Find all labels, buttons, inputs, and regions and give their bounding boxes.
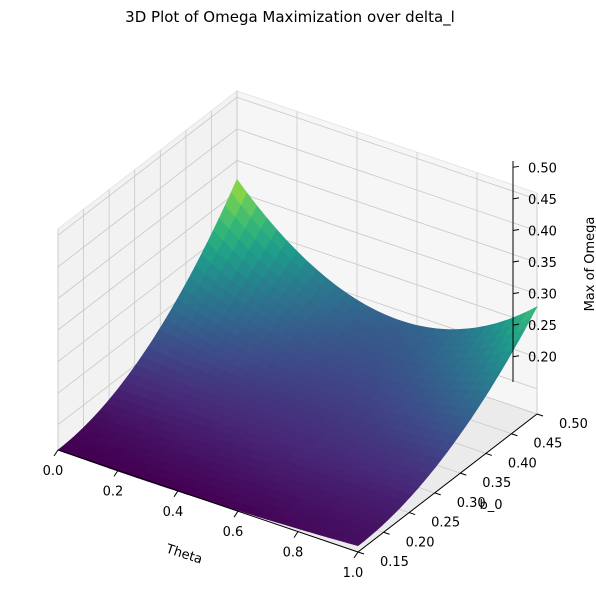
tick-labels: 0.0 0.2 0.4 0.6 0.8 1.0 0.15 0.20 0.25 0.30 0.35 0.… <box>43 161 588 581</box>
y-tick-label: 0.45 <box>533 437 562 452</box>
x-tick <box>233 510 239 518</box>
x-tick <box>173 490 179 498</box>
x-tick-label: 1.0 <box>343 566 364 581</box>
z-tick <box>512 355 520 358</box>
z-tick <box>512 228 520 231</box>
chart-title: 3D Plot of Omega Maximization over delta… <box>125 8 455 27</box>
y-tick <box>383 531 390 535</box>
x-tick-label: 0.4 <box>163 505 184 520</box>
z-tick-label: 0.45 <box>528 193 557 208</box>
x-tick <box>113 470 119 477</box>
x-tick-label: 0.6 <box>223 525 244 540</box>
surface-patch <box>347 537 365 547</box>
y-tick <box>408 512 416 516</box>
x-axis-label: Theta <box>163 541 204 567</box>
x-tick-label: 0.8 <box>283 546 304 561</box>
z-axis-label: Max of Omega <box>583 217 596 312</box>
x-tick <box>353 551 359 559</box>
y-tick-label: 0.15 <box>380 555 409 570</box>
x-tick-label: 0.0 <box>43 464 64 479</box>
z-tick <box>512 197 520 200</box>
y-tick <box>511 433 518 437</box>
y-axis-label: b_0 <box>479 498 502 513</box>
y-tick-label: 0.35 <box>482 476 511 491</box>
z-grid-line <box>57 96 538 236</box>
y-tick <box>536 413 544 417</box>
x-axis-line <box>57 449 359 553</box>
z-tick <box>512 292 520 295</box>
y-tick-label: 0.50 <box>559 417 588 432</box>
z-tick <box>512 260 520 263</box>
y-tick-label: 0.40 <box>508 456 537 471</box>
surface-plot <box>57 178 538 547</box>
y-tick <box>434 492 441 496</box>
y-axis-line <box>357 413 538 553</box>
x-tick <box>293 531 299 538</box>
y-tick-label: 0.25 <box>431 516 460 531</box>
z-tick <box>512 165 520 168</box>
x-tick <box>53 449 59 457</box>
z-grid-line <box>57 160 538 299</box>
z-grid-line <box>57 128 538 268</box>
z-tick <box>512 323 520 326</box>
z-tick-label: 0.40 <box>528 224 557 239</box>
y-tick <box>357 551 365 555</box>
z-tick-label: 0.35 <box>528 256 557 271</box>
y-tick-label: 0.30 <box>457 496 486 511</box>
z-tick-label: 0.30 <box>528 288 557 303</box>
z-tick-label: 0.50 <box>528 161 557 176</box>
y-tick <box>485 452 493 456</box>
x-tick-label: 0.2 <box>103 484 124 499</box>
z-tick-label: 0.20 <box>528 351 557 366</box>
z-tick-label: 0.25 <box>528 319 557 334</box>
axis-lines <box>53 161 544 559</box>
y-tick-label: 0.20 <box>406 535 435 550</box>
y-tick <box>460 472 467 476</box>
